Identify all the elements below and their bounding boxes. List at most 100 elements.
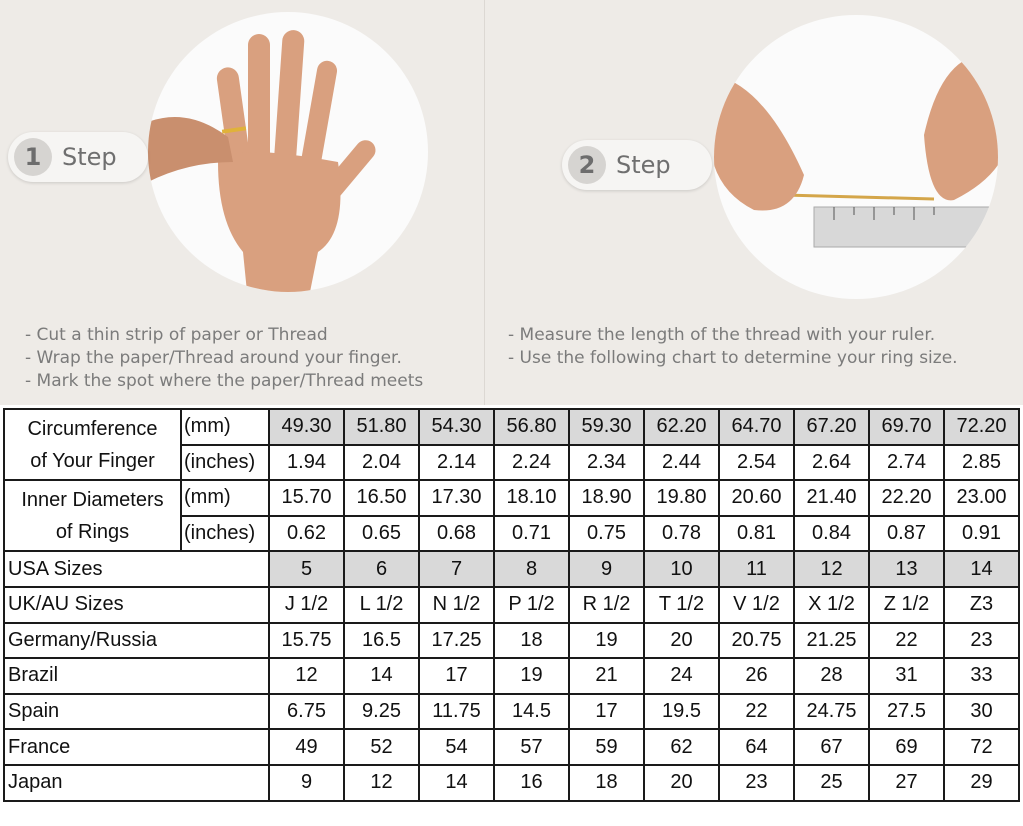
table-cell: 14 xyxy=(418,763,495,802)
table-cell: 6 xyxy=(343,550,420,588)
diameter-label: Inner Diameters of Rings xyxy=(3,479,182,553)
row-label: UK/AU Sizes xyxy=(3,585,270,624)
panel-divider xyxy=(484,0,485,405)
table-cell: 0.62 xyxy=(268,514,345,553)
table-cell: 14.5 xyxy=(493,692,570,731)
table-cell: 14 xyxy=(943,550,1020,588)
table-cell: 2.64 xyxy=(793,443,870,482)
table-cell: 23 xyxy=(943,621,1020,660)
unit-label: (mm) xyxy=(180,408,270,446)
row-label: USA Sizes xyxy=(3,550,270,588)
table-cell: 2.24 xyxy=(493,443,570,482)
table-cell: 23 xyxy=(718,763,795,802)
table-cell: 29 xyxy=(943,763,1020,802)
table-cell: 54 xyxy=(418,728,495,766)
table-cell: J 1/2 xyxy=(268,585,345,624)
row-label-line: of Rings xyxy=(55,520,130,543)
table-cell: 67.20 xyxy=(793,408,870,446)
table-cell: 2.04 xyxy=(343,443,420,482)
instruction-item: - Wrap the paper/Thread around your fing… xyxy=(25,348,402,368)
table-cell: R 1/2 xyxy=(568,585,645,624)
table-cell: 16.50 xyxy=(343,479,420,517)
table-row: Japan 9 12 14 16 18 20 23 25 27 29 xyxy=(3,763,1020,802)
table-cell: 0.78 xyxy=(643,514,720,553)
table-cell: 67 xyxy=(793,728,870,766)
table-cell: 59.30 xyxy=(568,408,645,446)
table-cell: 14 xyxy=(343,657,420,695)
table-cell: 10 xyxy=(643,550,720,588)
table-row: USA Sizes 5 6 7 8 9 10 11 12 13 14 xyxy=(3,550,1020,588)
table-cell: 12 xyxy=(793,550,870,588)
table-cell: 69 xyxy=(868,728,945,766)
table-cell: 64.70 xyxy=(718,408,795,446)
row-label-line: Inner Diameters xyxy=(21,488,164,511)
table-cell: 0.65 xyxy=(343,514,420,553)
table-cell: 21.25 xyxy=(793,621,870,660)
table-row: Spain 6.75 9.25 11.75 14.5 17 19.5 22 24.75 27.5 3… xyxy=(3,692,1020,731)
table-row: Circumference of Your Finger (mm) 49.30 51.8… xyxy=(3,407,1020,482)
table-cell: 24.75 xyxy=(793,692,870,731)
instruction-item: - Cut a thin strip of paper or Thread xyxy=(25,325,328,345)
table-cell: 17 xyxy=(418,657,495,695)
table-cell: 49.30 xyxy=(268,408,345,446)
table-cell: 0.91 xyxy=(943,514,1020,553)
table-row: Germany/Russia 15.75 16.5 17.25 18 19 20 20.75 2… xyxy=(3,621,1020,660)
table-cell: 27.5 xyxy=(868,692,945,731)
table-cell: 9 xyxy=(568,550,645,588)
table-cell: 57 xyxy=(493,728,570,766)
table-cell: 27 xyxy=(868,763,945,802)
table-cell: V 1/2 xyxy=(718,585,795,624)
table-cell: P 1/2 xyxy=(493,585,570,624)
row-label-line: of Your Finger xyxy=(30,449,155,472)
table-cell: 11.75 xyxy=(418,692,495,731)
table-cell: 18.10 xyxy=(493,479,570,517)
instruction-item: - Measure the length of the thread with … xyxy=(508,325,936,345)
table-cell: 19 xyxy=(493,657,570,695)
table-cell: 2.74 xyxy=(868,443,945,482)
table-cell: Z3 xyxy=(943,585,1020,624)
table-cell: 72.20 xyxy=(943,408,1020,446)
table-cell: 59 xyxy=(568,728,645,766)
table-cell: 22 xyxy=(718,692,795,731)
table-cell: 22.20 xyxy=(868,479,945,517)
row-label: Germany/Russia xyxy=(3,621,270,660)
table-cell: 26 xyxy=(718,657,795,695)
table-cell: 28 xyxy=(793,657,870,695)
table-cell: 8 xyxy=(493,550,570,588)
row-label: Brazil xyxy=(3,657,270,695)
table-cell: 52 xyxy=(343,728,420,766)
table-cell: 19.5 xyxy=(643,692,720,731)
table-cell: L 1/2 xyxy=(343,585,420,624)
table-cell: 11 xyxy=(718,550,795,588)
table-cell: 20.60 xyxy=(718,479,795,517)
table-cell: 2.14 xyxy=(418,443,495,482)
table-cell: 2.85 xyxy=(943,443,1020,482)
instruction-item: - Mark the spot where the paper/Thread m… xyxy=(25,371,424,391)
step-number: 2 xyxy=(568,146,606,184)
table-cell: 12 xyxy=(343,763,420,802)
unit-label: (mm) xyxy=(180,479,270,517)
circumference-label: Circumference of Your Finger xyxy=(3,407,182,482)
table-cell: 16.5 xyxy=(343,621,420,660)
table-cell: 20 xyxy=(643,763,720,802)
step-number: 1 xyxy=(14,138,52,176)
table-cell: 31 xyxy=(868,657,945,695)
table-cell: T 1/2 xyxy=(643,585,720,624)
table-cell: 62.20 xyxy=(643,408,720,446)
table-row: Inner Diameters of Rings (mm) 15.70 16.50 17.… xyxy=(3,479,1020,553)
table-cell: 0.87 xyxy=(868,514,945,553)
row-label: Spain xyxy=(3,692,270,731)
table-cell: 23.00 xyxy=(943,479,1020,517)
table-cell: 12 xyxy=(268,657,345,695)
unit-label: (inches) xyxy=(180,443,270,482)
unit-label: (inches) xyxy=(180,514,270,553)
table-cell: 15.75 xyxy=(268,621,345,660)
table-cell: 21 xyxy=(568,657,645,695)
table-cell: 9 xyxy=(268,763,345,802)
table-row: Brazil 12 14 17 19 21 24 26 28 31 33 xyxy=(3,657,1020,695)
table-cell: 64 xyxy=(718,728,795,766)
table-cell: 15.70 xyxy=(268,479,345,517)
step-2-instructions: - Measure the length of the thread with … xyxy=(508,324,958,370)
row-label: France xyxy=(3,728,270,766)
table-cell: 16 xyxy=(493,763,570,802)
